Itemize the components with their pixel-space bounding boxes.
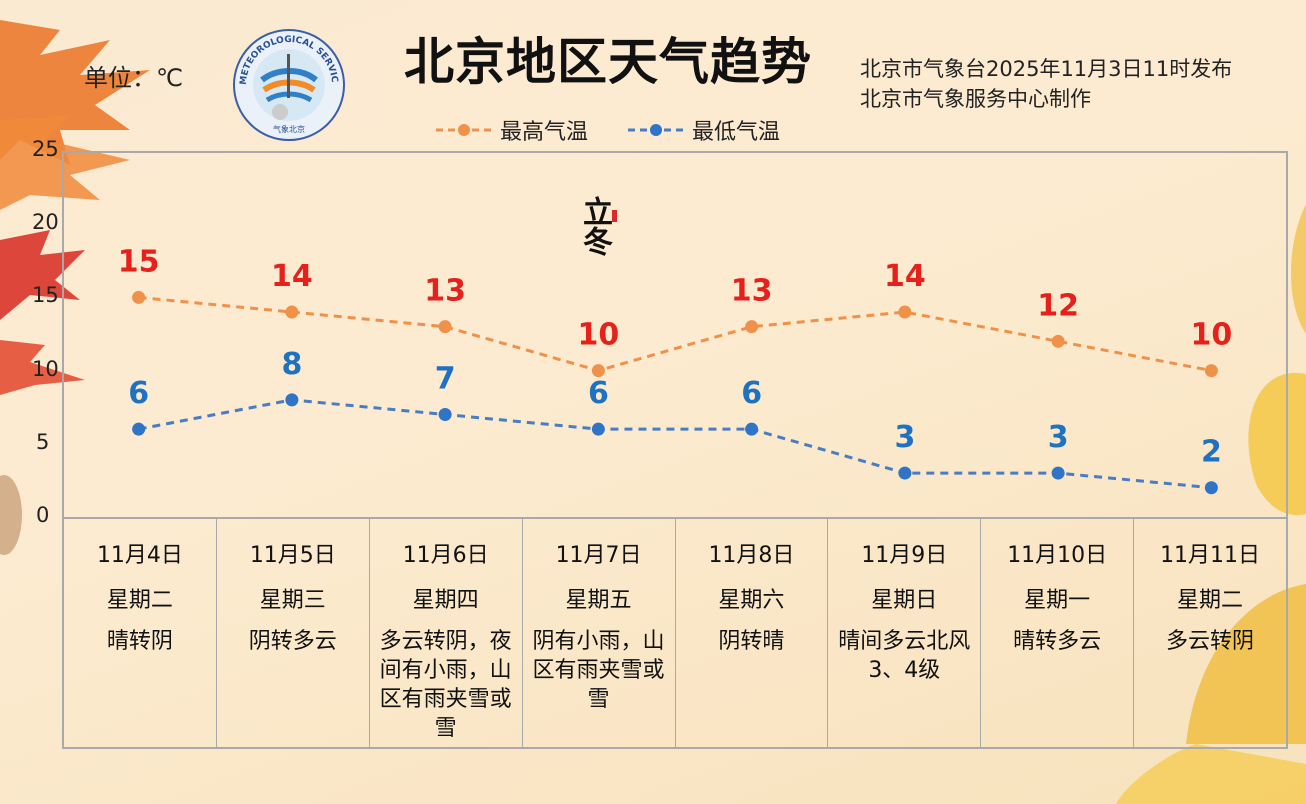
forecast-table: 11月4日 星期二 晴转阴 11月5日 星期三 阴转多云 11月6日 星期四 多云转阴，夜间有小… <box>62 517 1288 749</box>
forecast-day-column: 11月9日星期日晴间多云北风3、4级 <box>828 519 982 747</box>
solar-term-text: 立冬 <box>577 196 612 256</box>
y-tick-label: 5 <box>36 429 50 454</box>
low-temperature-point <box>898 466 912 480</box>
weather-description: 阴转晴 <box>718 629 785 654</box>
high-temperature-point <box>1051 334 1065 348</box>
low-temperature-data-label: 7 <box>435 362 456 397</box>
low-temperature-point <box>1051 466 1065 480</box>
weekday-label: 星期六 <box>718 588 785 613</box>
ginkgo-leaves-decoration <box>1116 204 1306 804</box>
weather-description: 多云转阴，夜间有小雨，山区有雨夹雪或雪 <box>379 629 512 741</box>
forecast-day-column: 11月7日星期五阴有小雨，山区有雨夹雪或雪 <box>523 519 676 747</box>
low-temperature-data-label: 3 <box>894 420 915 455</box>
weather-description: 晴转阴 <box>106 629 173 654</box>
date-label: 11月5日 <box>249 543 336 568</box>
weekday-label: 星期二 <box>106 588 173 613</box>
issuer-line-2: 北京市气象服务中心制作 <box>860 87 1091 111</box>
forecast-day-column: 11月8日星期六阴转晴 <box>676 519 829 747</box>
forecast-day-column: 11月10日 星期一晴转多云 <box>981 519 1135 747</box>
high-temperature-data-label: 15 <box>118 244 160 279</box>
weather-description: 多云转阴 <box>1166 629 1255 654</box>
low-temperature-point <box>132 422 146 436</box>
legend-low-marker <box>628 124 684 136</box>
solar-term-seal <box>612 210 617 222</box>
low-temperature-point <box>591 422 605 436</box>
date-label: 11月7日 <box>555 543 642 568</box>
high-temperature-data-label: 14 <box>271 259 313 294</box>
high-temperature-point <box>745 320 759 334</box>
low-temperature-point <box>438 408 452 422</box>
forecast-day-column: 11月11日 星期二多云转阴 <box>1134 519 1286 747</box>
issuer-line-1: 北京市气象台2025年11月3日11时发布 <box>860 57 1233 81</box>
low-temperature-data-label: 2 <box>1201 435 1222 470</box>
weather-description: 阴有小雨，山区有雨夹雪或雪 <box>532 629 665 712</box>
high-temperature-point <box>438 320 452 334</box>
forecast-day-column: 11月6日星期四多云转阴，夜间有小雨，山区有雨夹雪或雪 <box>370 519 523 747</box>
low-temperature-data-label: 3 <box>1048 420 1069 455</box>
legend-high-marker <box>436 124 492 136</box>
legend-high-label: 最高气温 <box>500 120 589 145</box>
beijing-meteorological-service-logo: METEOROLOGICAL SERVICE 气象北京 <box>232 28 345 141</box>
issuer-info: 北京市气象台2025年11月3日11时发布 北京市气象服务中心制作 <box>860 54 1232 114</box>
weekday-label: 星期三 <box>259 588 326 613</box>
y-tick-label: 0 <box>36 503 50 527</box>
low-temperature-data-label: 6 <box>741 376 762 411</box>
high-temperature-point <box>285 305 299 319</box>
date-label: 11月6日 <box>402 543 489 568</box>
weekday-label: 星期二 <box>1177 588 1244 613</box>
weekday-label: 星期日 <box>871 588 938 613</box>
forecast-day-column: 11月5日星期三阴转多云 <box>217 519 370 747</box>
unit-label: 单位：℃ <box>84 64 183 92</box>
forecast-day-column: 11月4日星期二晴转阴 <box>64 519 217 747</box>
date-label: 11月11日 <box>1160 543 1261 568</box>
high-temperature-data-label: 12 <box>1037 288 1079 323</box>
weather-description: 晴间多云北风3、4级 <box>838 629 971 683</box>
low-temperature-point <box>285 393 299 407</box>
low-temperature-point <box>745 422 759 436</box>
weekday-label: 星期一 <box>1024 588 1091 613</box>
high-temperature-point <box>132 290 146 304</box>
high-temperature-data-label: 13 <box>731 274 773 309</box>
high-temperature-line <box>138 295 1212 373</box>
weather-description: 晴转多云 <box>1013 629 1102 654</box>
plot-area-frame <box>62 151 1288 517</box>
chart-title: 北京地区天气趋势 <box>404 33 812 91</box>
low-temperature-data-label: 6 <box>588 376 609 411</box>
legend-low-label: 最低气温 <box>692 120 781 145</box>
chart-legend: 最高气温 最低气温 <box>0 112 1306 145</box>
low-temperature-data-label: 6 <box>128 376 149 411</box>
pinecone-decoration <box>0 475 22 555</box>
solar-term-badge: 立冬 <box>577 196 617 256</box>
low-temperature-data-label: 8 <box>281 347 302 382</box>
date-label: 11月8日 <box>708 543 795 568</box>
weekday-label: 星期四 <box>412 588 479 613</box>
high-temperature-data-label: 14 <box>884 259 926 294</box>
high-temperature-data-label: 13 <box>424 274 466 309</box>
low-temperature-point <box>1204 481 1218 495</box>
logo-cn-text: 气象北京 <box>273 124 305 134</box>
date-label: 11月9日 <box>861 543 948 568</box>
high-temperature-data-label: 10 <box>1191 318 1233 353</box>
date-label: 11月4日 <box>96 543 183 568</box>
high-temperature-point <box>898 305 912 319</box>
date-label: 11月10日 <box>1007 543 1108 568</box>
high-temperature-point <box>1204 364 1218 378</box>
weekday-label: 星期五 <box>565 588 632 613</box>
high-temperature-point <box>591 364 605 378</box>
weather-description: 阴转多云 <box>248 629 337 654</box>
high-temperature-data-label: 10 <box>578 318 620 353</box>
